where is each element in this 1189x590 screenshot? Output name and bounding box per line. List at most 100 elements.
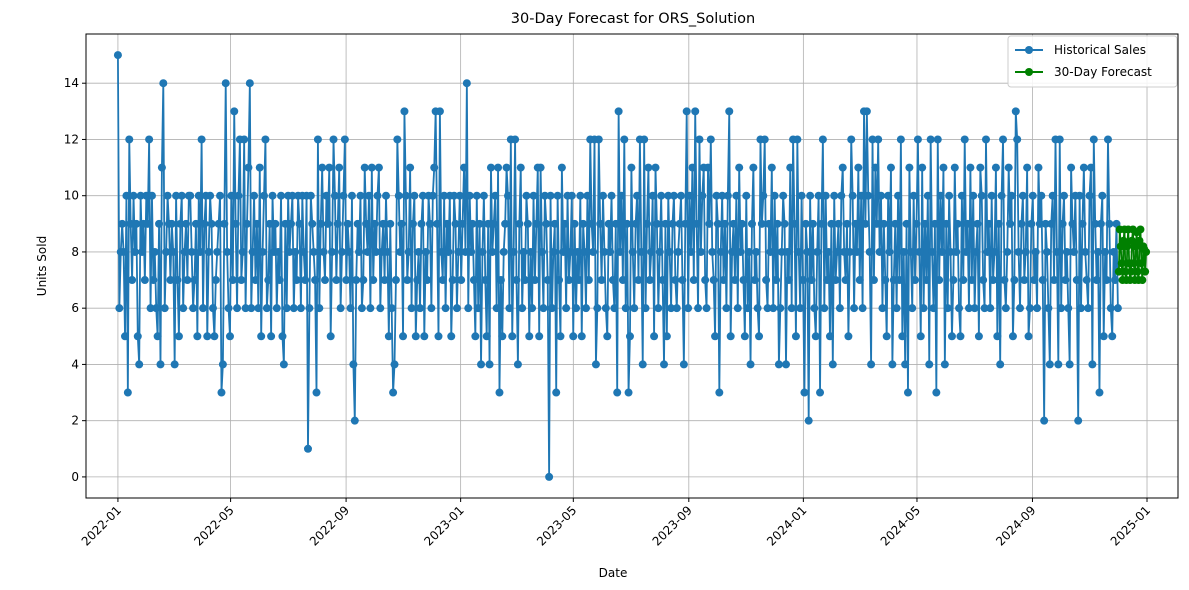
historical-sales-point [338,247,347,256]
historical-sales-point [835,304,844,313]
historical-sales-point [460,163,469,172]
historical-sales-point [763,304,772,313]
historical-sales-point [359,276,368,285]
historical-sales-point [230,107,239,116]
historical-sales-point [691,107,700,116]
historical-sales-point [186,191,195,200]
historical-sales-point [1065,360,1074,369]
historical-sales-point [613,388,622,397]
historical-sales-point [190,276,199,285]
historical-sales-point [1075,191,1084,200]
historical-sales-point [350,416,359,425]
historical-sales-point [719,276,728,285]
historical-sales-point [1050,276,1059,285]
historical-sales-point [641,304,650,313]
historical-sales-point [1086,163,1095,172]
historical-sales-point [840,247,849,256]
historical-sales-point [1074,416,1083,425]
historical-sales-point [408,219,417,228]
historical-sales-point [543,276,552,285]
historical-sales-point [404,247,413,256]
historical-sales-point [862,107,871,116]
historical-sales-point [878,304,887,313]
historical-sales-point [879,219,888,228]
historical-sales-point [340,135,349,144]
historical-sales-point [223,247,232,256]
historical-sales-point [767,163,776,172]
historical-sales-point [604,219,613,228]
historical-sales-point [416,304,425,313]
y-tick-label: 4 [71,357,79,371]
historical-sales-point [793,135,802,144]
historical-sales-point [559,247,568,256]
historical-sales-point [343,219,352,228]
historical-sales-point [145,135,154,144]
historical-sales-point [1081,247,1090,256]
historical-sales-point [247,304,256,313]
historical-sales-point [485,360,494,369]
historical-sales-point [902,219,911,228]
historical-sales-point [936,191,945,200]
historical-sales-point [774,360,783,369]
historical-sales-point [252,219,261,228]
historical-sales-point [848,191,857,200]
historical-sales-point [762,276,771,285]
historical-sales-point [401,191,410,200]
historical-sales-point [472,191,481,200]
historical-sales-point [957,191,966,200]
historical-sales-point [142,191,151,200]
historical-sales-point [441,304,450,313]
historical-sales-point [482,332,491,341]
historical-sales-point [372,247,381,256]
historical-sales-point [1035,219,1044,228]
historical-sales-point [1089,135,1098,144]
historical-sales-point [841,276,850,285]
historical-sales-point [804,416,813,425]
historical-sales-point [825,332,834,341]
historical-sales-point [261,135,270,144]
historical-sales-point [1102,276,1111,285]
historical-sales-point [308,219,317,228]
historical-sales-point [309,247,318,256]
historical-sales-point [681,219,690,228]
historical-sales-point [1038,276,1047,285]
historical-sales-point [1064,304,1073,313]
historical-sales-point [143,219,152,228]
legend-historical-marker [1025,46,1033,54]
historical-sales-point [661,219,670,228]
historical-sales-point [522,191,531,200]
historical-sales-point [233,304,242,313]
historical-sales-point [650,332,659,341]
historical-sales-point [374,163,383,172]
historical-sales-point [994,219,1003,228]
historical-sales-point [624,388,633,397]
historical-sales-point [369,276,378,285]
historical-sales-point [932,388,941,397]
historical-sales-point [179,304,188,313]
historical-sales-point [257,332,266,341]
historical-sales-point [379,219,388,228]
historical-sales-point [881,276,890,285]
historical-sales-point [621,304,630,313]
historical-sales-point [991,163,1000,172]
historical-sales-point [162,247,171,256]
historical-sales-point [977,191,986,200]
historical-sales-point [275,276,284,285]
historical-sales-point [403,276,412,285]
historical-sales-point [390,360,399,369]
historical-sales-point [328,247,337,256]
historical-sales-point [1092,276,1101,285]
historical-sales-point [608,276,617,285]
historical-sales-point [282,304,291,313]
forecast-point [1135,236,1144,245]
historical-sales-point [658,276,667,285]
historical-sales-point [960,135,969,144]
legend-box [1007,35,1178,88]
historical-sales-point [225,332,234,341]
historical-sales-point [489,219,498,228]
historical-sales-point [915,247,924,256]
historical-sales-point [814,191,823,200]
historical-sales-point [1031,247,1040,256]
historical-sales-point [1042,247,1051,256]
historical-sales-point [1060,191,1069,200]
